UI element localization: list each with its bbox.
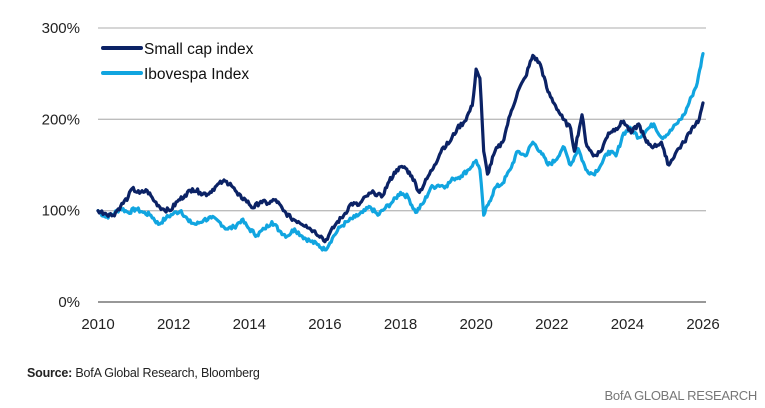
x-tick-label: 2016 [308,316,341,333]
legend-label: Small cap index [144,41,254,58]
x-tick-label: 2026 [686,316,719,333]
y-tick-label: 300% [42,20,80,37]
source-text: BofA Global Research, Bloomberg [72,366,260,380]
x-tick-label: 2020 [459,316,492,333]
gridlines [98,27,706,303]
y-tick-label: 100% [42,203,80,220]
legend-label: Ibovespa Index [144,66,249,83]
x-tick-label: 2014 [233,316,266,333]
x-tick-label: 2018 [384,316,417,333]
series-lines [96,52,705,252]
x-tick-label: 2024 [611,316,644,333]
y-axis-ticks: 0% 100% 200% 300% [42,20,80,311]
source-note: Source: BofA Global Research, Bloomberg [27,366,260,380]
x-tick-label: 2012 [157,316,190,333]
x-axis-ticks: 2010 2012 2014 2016 2018 2020 2022 2024 2026 [81,316,719,333]
legend: Small cap index Ibovespa Index [101,41,254,83]
x-tick-label: 2010 [81,316,114,333]
series-line-ibovespa-index [96,52,705,252]
y-tick-label: 0% [58,294,80,311]
series-line-small-cap-index [96,53,705,244]
source-label: Source: [27,366,73,380]
footer-brand: BofA GLOBAL RESEARCH [604,388,758,403]
y-tick-label: 200% [42,111,80,128]
x-tick-label: 2022 [535,316,568,333]
